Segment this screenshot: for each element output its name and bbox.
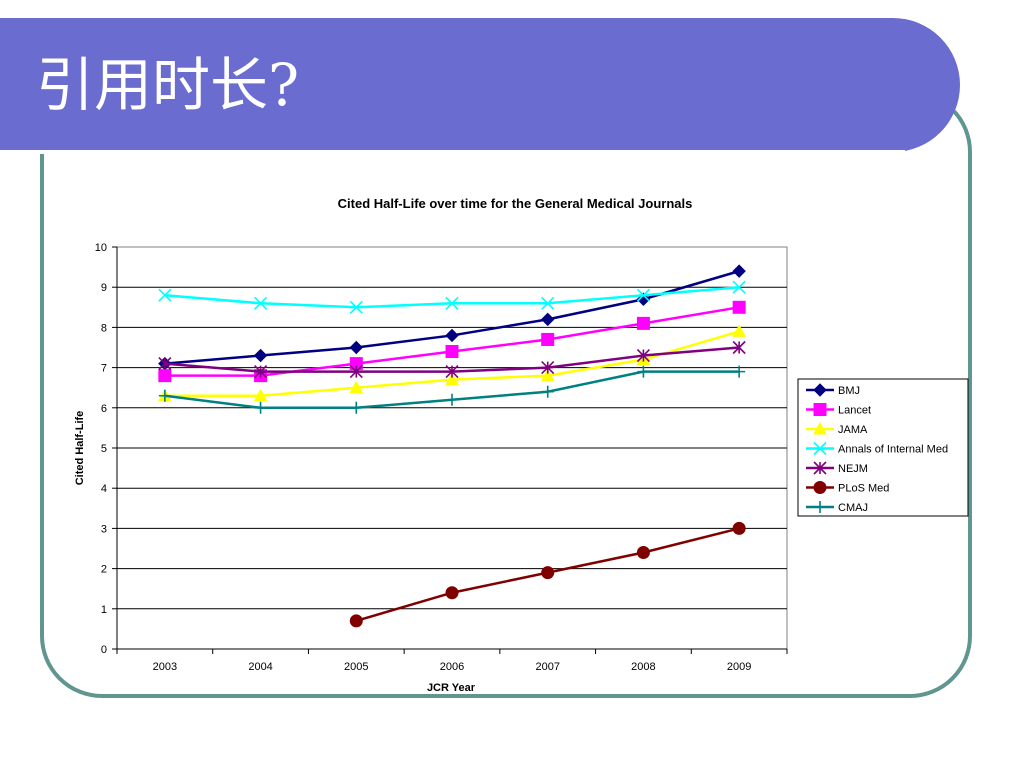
data-point-annals-of-internal-med — [349, 300, 363, 314]
legend-marker — [813, 421, 827, 435]
data-point-cmaj — [446, 393, 458, 406]
data-point-annals-of-internal-med — [445, 296, 459, 310]
data-point-nejm — [254, 365, 268, 379]
data-point-annals-of-internal-med — [636, 288, 650, 302]
data-point-bmj — [732, 264, 746, 278]
data-point-nejm — [732, 340, 746, 355]
y-tick-label: 5 — [101, 443, 107, 455]
series-cmaj — [158, 365, 746, 414]
data-point-lancet — [636, 316, 650, 330]
data-point-nejm — [445, 365, 459, 379]
title-bar: 引用时长? — [0, 18, 960, 154]
data-point-nejm — [541, 361, 555, 375]
x-tick-label: 2005 — [344, 661, 368, 673]
y-tick-labels: 0 1 2 3 4 5 6 7 8 9 10 — [95, 242, 107, 656]
legend: BMJ Lancet JAMA Annals of Internal Med NEJM P… — [797, 378, 969, 517]
data-point-lancet — [541, 332, 555, 346]
data-point-jama — [540, 368, 555, 382]
legend-label: CMAJ — [838, 502, 868, 514]
legend-item-lancet: Lancet — [806, 403, 871, 417]
y-tick-label: 3 — [101, 523, 107, 535]
data-point-cmaj — [254, 401, 267, 414]
data-point-plos-med — [636, 546, 650, 560]
data-point-lancet — [445, 345, 459, 359]
legend-item-bmj: BMJ — [806, 383, 860, 397]
data-point-annals-of-internal-med — [158, 288, 172, 302]
y-tick-label: 7 — [101, 363, 107, 375]
legend-item-cmaj: CMAJ — [806, 501, 868, 514]
legend-label: PLoS Med — [838, 483, 889, 495]
legend-item-annals-of-internal-med: Annals of Internal Med — [806, 441, 948, 456]
chart-title: Cited Half-Life over time for the Genera… — [338, 196, 693, 211]
series-lines — [158, 264, 746, 628]
data-point-jama — [349, 380, 364, 394]
data-point-nejm — [636, 348, 650, 363]
data-point-nejm — [349, 365, 363, 379]
x-tick-label: 2008 — [631, 661, 655, 673]
data-point-plos-med — [732, 521, 746, 535]
data-point-jama — [445, 372, 459, 386]
series-annals-of-internal-med — [158, 280, 746, 314]
data-point-plos-med — [445, 586, 459, 600]
legend-label: JAMA — [838, 424, 868, 436]
axes — [112, 246, 788, 654]
legend-label: Annals of Internal Med — [838, 444, 948, 456]
data-point-plos-med — [541, 566, 555, 580]
data-point-bmj — [349, 340, 363, 355]
y-axis-label: Cited Half-Life — [74, 411, 86, 486]
series-nejm — [158, 340, 746, 379]
x-axis-label: JCR Year — [427, 682, 476, 694]
data-point-lancet — [732, 300, 746, 314]
legend-item-jama: JAMA — [806, 421, 868, 436]
data-point-cmaj — [158, 389, 171, 402]
x-tick-label: 2003 — [153, 661, 177, 673]
x-tick-label: 2006 — [440, 661, 464, 673]
x-tick-label: 2009 — [727, 661, 751, 673]
y-tick-label: 6 — [101, 403, 107, 415]
data-point-annals-of-internal-med — [254, 296, 268, 310]
legend-marker — [813, 403, 827, 416]
y-tick-label: 9 — [101, 282, 107, 294]
title-rule — [0, 150, 905, 154]
y-tick-label: 0 — [101, 644, 107, 656]
data-point-cmaj — [541, 385, 554, 398]
data-point-nejm — [158, 357, 172, 371]
legend-label: BMJ — [838, 385, 860, 397]
data-point-bmj — [253, 348, 268, 363]
legend-label: Lancet — [838, 405, 871, 417]
legend-marker — [814, 501, 826, 513]
legend-item-plos-med: PLoS Med — [806, 481, 889, 495]
data-point-bmj — [445, 328, 459, 343]
y-tick-label: 4 — [101, 483, 107, 495]
data-point-bmj — [541, 312, 555, 327]
x-tick-labels: 2003 2004 2005 2006 2007 2008 2009 — [153, 661, 752, 673]
data-point-lancet — [158, 369, 172, 383]
x-tick-label: 2007 — [535, 661, 559, 673]
legend-item-nejm: NEJM — [806, 461, 868, 475]
data-point-cmaj — [350, 401, 363, 414]
data-point-jama — [253, 388, 268, 402]
x-tick-label: 2004 — [248, 661, 272, 673]
legend-marker — [813, 481, 827, 494]
legend-marker — [813, 383, 827, 397]
y-tick-label: 10 — [95, 242, 107, 254]
legend-marker — [813, 461, 827, 475]
legend-label: NEJM — [838, 463, 868, 475]
y-tick-label: 1 — [101, 604, 107, 616]
y-tick-label: 8 — [101, 322, 107, 334]
slide-title: 引用时长? — [36, 51, 300, 119]
y-tick-label: 2 — [101, 564, 107, 576]
data-point-jama — [732, 324, 746, 337]
data-point-cmaj — [733, 365, 746, 378]
data-point-cmaj — [637, 365, 650, 378]
data-point-plos-med — [349, 614, 363, 628]
data-point-annals-of-internal-med — [732, 280, 746, 294]
series-plos-med — [349, 521, 746, 628]
legend-marker — [813, 441, 827, 456]
data-point-annals-of-internal-med — [541, 296, 555, 310]
